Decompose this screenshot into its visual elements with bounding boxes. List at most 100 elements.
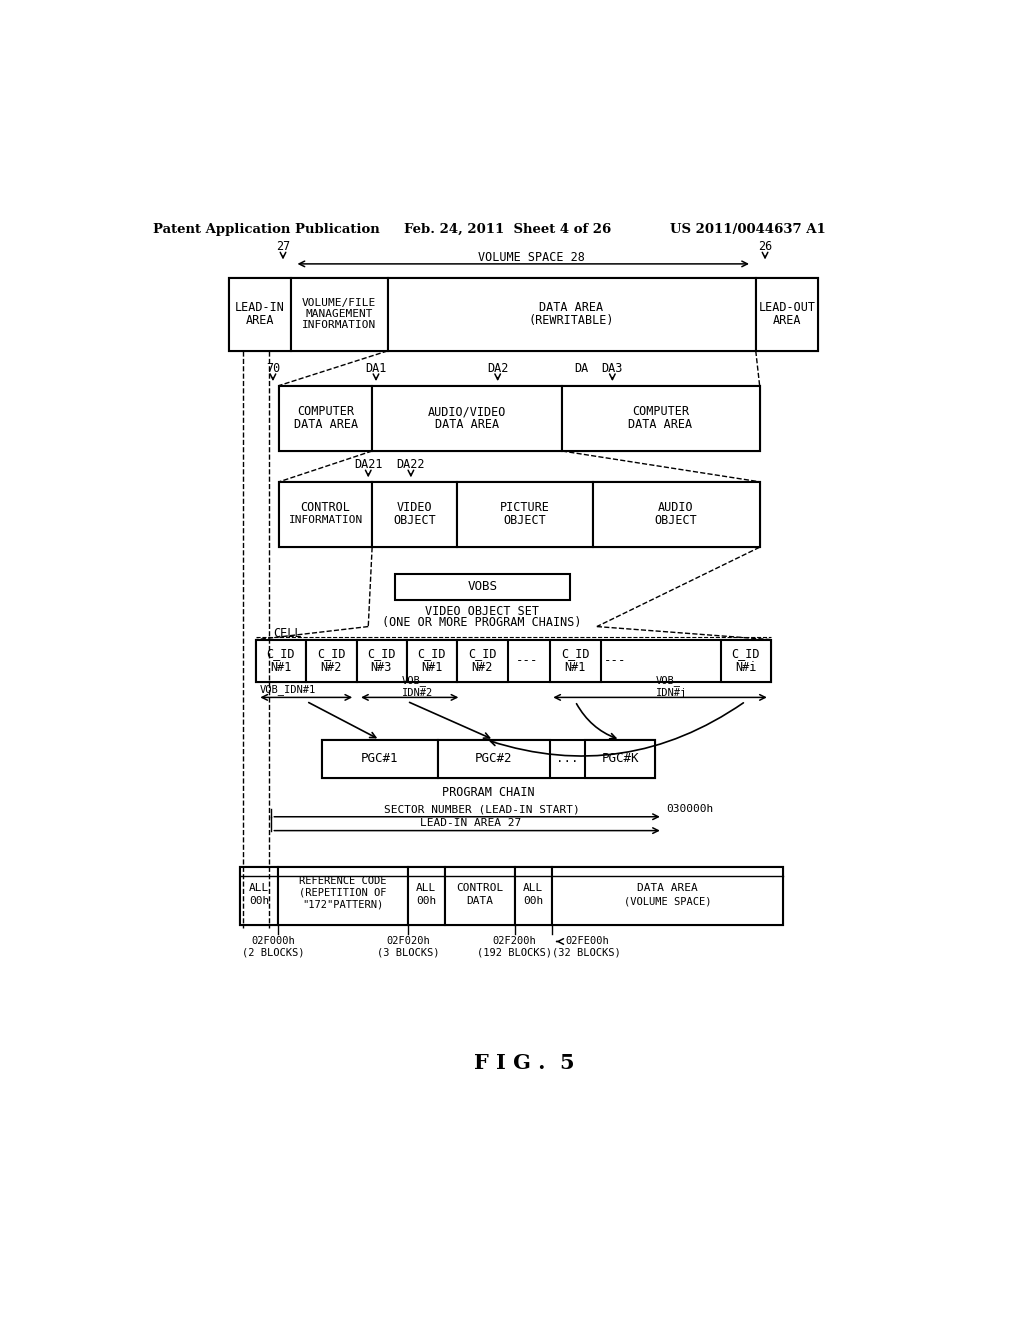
Bar	[356, 640, 407, 682]
Bar	[458, 640, 508, 682]
Bar	[562, 385, 760, 451]
Text: ALL: ALL	[249, 883, 269, 892]
Text: 02F000h: 02F000h	[252, 936, 296, 946]
Bar	[438, 739, 550, 779]
Text: C_ID: C_ID	[368, 647, 395, 660]
Bar	[306, 640, 356, 682]
Text: INFORMATION: INFORMATION	[302, 319, 376, 330]
Text: VIDEO: VIDEO	[397, 502, 432, 515]
Text: 02F020h: 02F020h	[386, 936, 430, 946]
Text: PGC#2: PGC#2	[475, 752, 513, 766]
Text: 00h: 00h	[416, 896, 436, 907]
Bar	[395, 574, 569, 599]
Text: N#3: N#3	[371, 661, 392, 675]
Text: (192 BLOCKS): (192 BLOCKS)	[477, 948, 552, 957]
Text: ALL: ALL	[523, 883, 544, 892]
Text: VOBS: VOBS	[467, 579, 498, 593]
Text: DA22: DA22	[396, 458, 425, 471]
Text: ---: ---	[516, 653, 539, 667]
Bar	[593, 482, 760, 548]
Bar	[515, 867, 552, 924]
Bar	[280, 385, 372, 451]
Text: DATA AREA: DATA AREA	[434, 417, 499, 430]
Bar	[228, 277, 818, 351]
Text: PGC#1: PGC#1	[361, 752, 398, 766]
Text: AUDIO/VIDEO: AUDIO/VIDEO	[427, 405, 506, 418]
Text: VOB_IDN#1: VOB_IDN#1	[260, 684, 316, 696]
Text: CONTROL: CONTROL	[301, 502, 350, 515]
Text: ---: ---	[603, 653, 626, 667]
Text: C_ID: C_ID	[266, 647, 295, 660]
Text: 02FE00h: 02FE00h	[565, 936, 608, 946]
Text: F I G .  5: F I G . 5	[474, 1053, 575, 1073]
Bar	[241, 867, 278, 924]
Text: (32 BLOCKS): (32 BLOCKS)	[552, 948, 622, 957]
Bar	[407, 640, 458, 682]
Bar	[372, 385, 562, 451]
Bar	[280, 482, 372, 548]
Text: AUDIO: AUDIO	[658, 502, 693, 515]
Text: 26: 26	[758, 240, 772, 253]
Text: PICTURE: PICTURE	[500, 502, 550, 515]
Text: LEAD-IN AREA 27: LEAD-IN AREA 27	[420, 818, 521, 828]
Text: C_ID: C_ID	[731, 647, 760, 660]
Text: REFERENCE CODE: REFERENCE CODE	[299, 876, 386, 887]
Text: VIDEO OBJECT SET: VIDEO OBJECT SET	[425, 605, 540, 618]
Text: MANAGEMENT: MANAGEMENT	[305, 309, 373, 319]
Text: LEAD-IN: LEAD-IN	[234, 301, 285, 314]
Text: VOB_: VOB_	[401, 675, 427, 686]
Bar	[291, 277, 388, 351]
Bar	[278, 867, 408, 924]
Bar	[256, 640, 771, 682]
Text: Feb. 24, 2011  Sheet 4 of 26: Feb. 24, 2011 Sheet 4 of 26	[404, 223, 611, 236]
Bar	[445, 867, 515, 924]
Text: DA21: DA21	[354, 458, 383, 471]
Text: N#2: N#2	[471, 661, 493, 675]
Text: DATA AREA: DATA AREA	[294, 417, 357, 430]
Text: (REPETITION OF: (REPETITION OF	[299, 887, 386, 898]
Bar	[458, 482, 593, 548]
Bar	[241, 867, 783, 924]
Text: VOB_: VOB_	[655, 675, 681, 686]
Text: DA1: DA1	[366, 362, 387, 375]
Text: COMPUTER: COMPUTER	[632, 405, 689, 418]
Text: VOLUME/FILE: VOLUME/FILE	[302, 298, 376, 308]
Text: ...: ...	[556, 752, 579, 766]
Text: N#1: N#1	[270, 661, 292, 675]
Text: ALL: ALL	[416, 883, 436, 892]
Bar	[372, 482, 458, 548]
Text: N#i: N#i	[735, 661, 757, 675]
Text: Patent Application Publication: Patent Application Publication	[153, 223, 379, 236]
Text: OBJECT: OBJECT	[393, 513, 436, 527]
Bar	[280, 385, 760, 451]
Text: VOLUME SPACE 28: VOLUME SPACE 28	[477, 251, 585, 264]
Text: OBJECT: OBJECT	[654, 513, 697, 527]
Text: LEAD-OUT: LEAD-OUT	[758, 301, 815, 314]
Text: AREA: AREA	[772, 314, 801, 326]
Text: C_ID: C_ID	[418, 647, 446, 660]
Bar	[408, 867, 445, 924]
Bar	[280, 482, 760, 548]
Text: DA3: DA3	[602, 362, 623, 375]
Text: CONTROL: CONTROL	[457, 883, 504, 892]
Text: PGC#K: PGC#K	[601, 752, 639, 766]
Text: C_ID: C_ID	[468, 647, 497, 660]
Bar	[388, 277, 756, 351]
Bar	[256, 640, 306, 682]
Bar	[550, 640, 601, 682]
Bar	[228, 277, 291, 351]
Text: C_ID: C_ID	[561, 647, 590, 660]
Text: DATA: DATA	[466, 896, 494, 907]
Text: DA: DA	[574, 362, 589, 375]
Text: (VOLUME SPACE): (VOLUME SPACE)	[624, 896, 711, 907]
Bar	[586, 739, 655, 779]
Text: 00h: 00h	[523, 896, 544, 907]
Text: N#1: N#1	[421, 661, 442, 675]
Text: (2 BLOCKS): (2 BLOCKS)	[243, 948, 305, 957]
Text: 70: 70	[266, 362, 280, 375]
Text: (3 BLOCKS): (3 BLOCKS)	[377, 948, 439, 957]
Text: 030000h: 030000h	[667, 804, 714, 814]
Text: IDN#2: IDN#2	[401, 688, 433, 698]
Text: N#2: N#2	[321, 661, 342, 675]
Bar	[552, 867, 783, 924]
